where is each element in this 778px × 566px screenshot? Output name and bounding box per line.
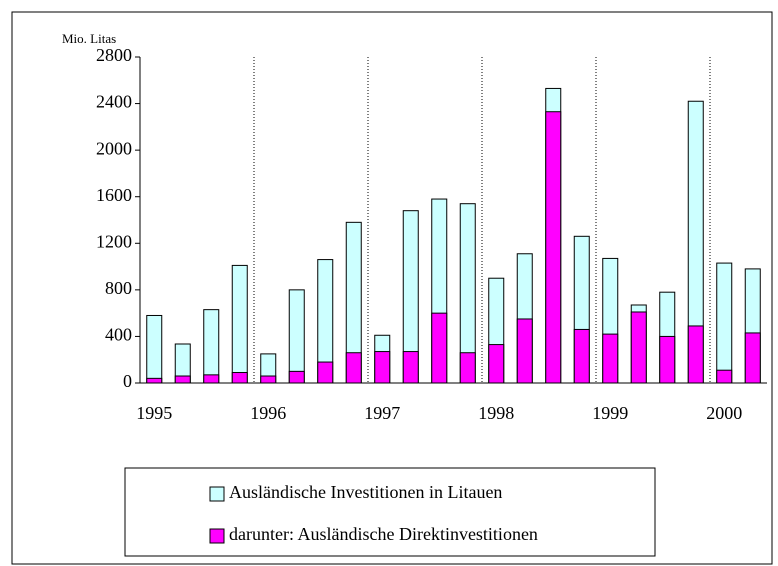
legend-label: darunter: Ausländische Direktinvestition… bbox=[229, 524, 538, 544]
x-tick-label: 2000 bbox=[706, 403, 742, 423]
bar bbox=[231, 372, 248, 384]
y-tick-label: 800 bbox=[105, 278, 132, 298]
bar bbox=[146, 314, 163, 384]
bar bbox=[146, 377, 163, 384]
bar bbox=[659, 335, 676, 384]
bar bbox=[488, 344, 505, 384]
legend-swatch bbox=[209, 528, 225, 544]
bar bbox=[203, 374, 220, 384]
bar bbox=[431, 312, 448, 384]
bar bbox=[516, 318, 533, 384]
bar bbox=[231, 264, 248, 384]
x-tick-label: 1998 bbox=[478, 403, 514, 423]
bar bbox=[260, 375, 277, 384]
bar bbox=[716, 262, 733, 384]
bar bbox=[573, 328, 590, 384]
bar bbox=[174, 375, 191, 384]
bar bbox=[374, 351, 391, 384]
y-tick-label: 1600 bbox=[96, 185, 132, 205]
bar bbox=[744, 332, 761, 384]
bar bbox=[687, 325, 704, 384]
x-tick-label: 1999 bbox=[592, 403, 628, 423]
bar bbox=[288, 289, 305, 384]
bar bbox=[317, 361, 334, 384]
bar bbox=[630, 311, 647, 384]
y-tick-label: 2400 bbox=[96, 92, 132, 112]
y-tick-label: 2000 bbox=[96, 138, 132, 158]
legend-label: Ausländische Investitionen in Litauen bbox=[229, 482, 502, 502]
y-tick-label: 1200 bbox=[96, 231, 132, 251]
bar bbox=[716, 369, 733, 384]
bar bbox=[602, 333, 619, 384]
y-tick-label: 400 bbox=[105, 325, 132, 345]
x-tick-label: 1995 bbox=[136, 403, 172, 423]
y-unit-label: Mio. Litas bbox=[62, 31, 116, 46]
bar bbox=[345, 352, 362, 384]
bar bbox=[402, 351, 419, 384]
y-tick-label: 2800 bbox=[96, 45, 132, 65]
legend-swatch bbox=[209, 486, 225, 502]
x-tick-label: 1997 bbox=[364, 403, 400, 423]
bar bbox=[203, 309, 220, 384]
bar bbox=[545, 111, 562, 384]
y-tick-label: 0 bbox=[123, 371, 132, 391]
bar bbox=[288, 370, 305, 384]
bar bbox=[459, 352, 476, 384]
x-tick-label: 1996 bbox=[250, 403, 286, 423]
